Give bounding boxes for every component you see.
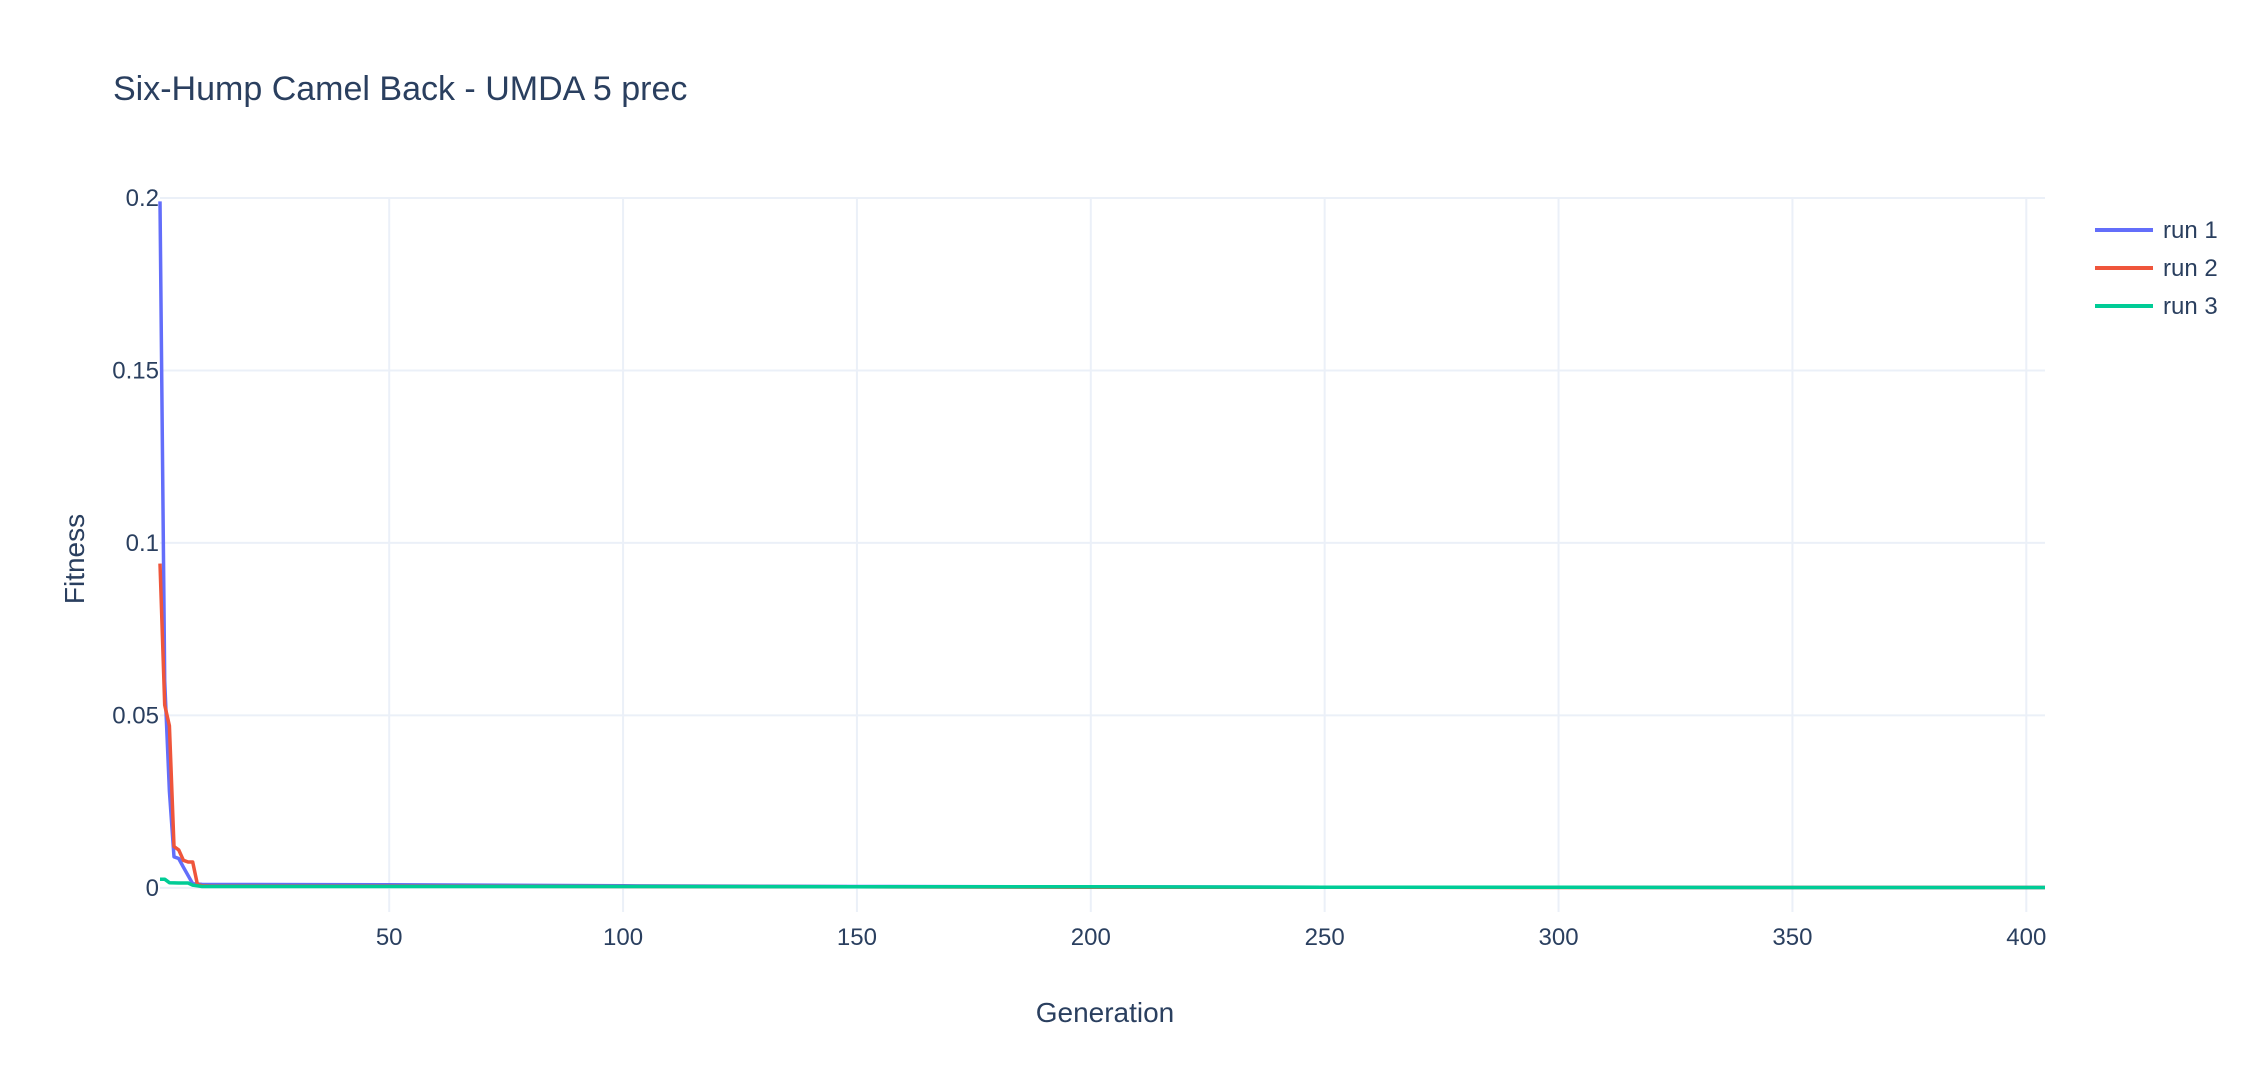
series-line-run-3 [160,877,2045,890]
y-tick-label: 0.15 [112,357,159,384]
legend-item-run-1[interactable]: run 1 [2095,217,2218,244]
x-tick-label: 150 [837,924,877,951]
x-tick-label: 50 [376,924,403,951]
legend-label: run 2 [2163,255,2218,282]
series-line-run-2 [158,563,2045,890]
x-tick-label: 300 [1539,924,1579,951]
legend-label: run 1 [2163,217,2218,244]
grid [160,197,2045,912]
x-tick-label: 200 [1071,924,1111,951]
x-tick-label: 250 [1305,924,1345,951]
legend-item-run-2[interactable]: run 2 [2095,255,2218,282]
x-axis-ticks: 50 100 150 200 250 300 350 400 [376,924,2046,951]
legend-item-run-3[interactable]: run 3 [2095,293,2218,320]
y-axis-ticks: 0 0.05 0.1 0.15 0.2 [112,185,159,902]
y-tick-label: 0.2 [126,185,159,212]
series-lines [158,201,2045,890]
legend-label: run 3 [2163,293,2218,320]
chart-title: Six-Hump Camel Back - UMDA 5 prec [113,70,687,108]
y-tick-label: 0.1 [126,530,159,557]
x-tick-label: 100 [603,924,643,951]
y-tick-label: 0.05 [112,702,159,729]
series-line-run-1 [158,201,2045,890]
x-tick-label: 350 [1772,924,1812,951]
legend: run 1 run 2 run 3 [2095,217,2218,320]
y-axis-title: Fitness [59,514,90,604]
x-tick-label: 400 [2006,924,2046,951]
x-axis-title: Generation [1036,997,1175,1028]
y-tick-label: 0 [146,875,159,902]
